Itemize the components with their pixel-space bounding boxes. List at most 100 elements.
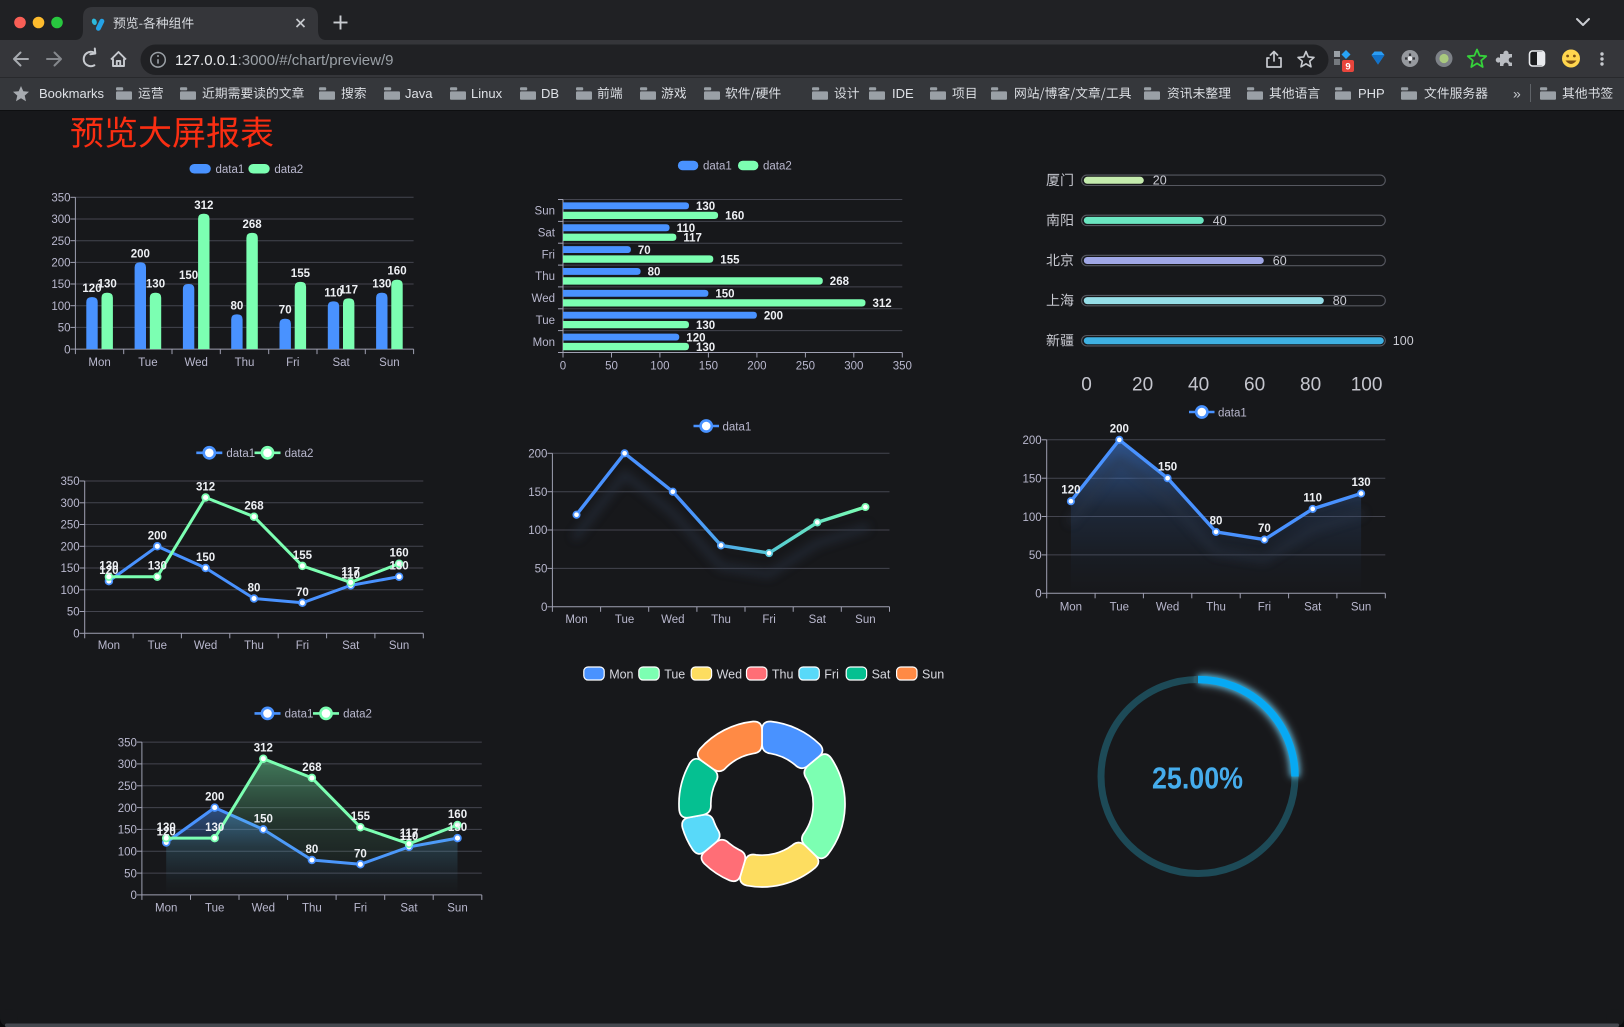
svg-text:100: 100 <box>118 846 137 858</box>
svg-text:350: 350 <box>118 737 137 749</box>
svg-text:250: 250 <box>51 236 70 248</box>
svg-text:70: 70 <box>279 305 292 317</box>
svg-text:0: 0 <box>1081 375 1092 396</box>
svg-text:Tue: Tue <box>1110 602 1129 614</box>
svg-text:150: 150 <box>51 279 70 291</box>
svg-text:0: 0 <box>560 361 566 373</box>
svg-text:155: 155 <box>720 254 740 266</box>
svg-text:data1: data1 <box>1218 407 1247 419</box>
svg-text:100: 100 <box>528 525 547 537</box>
svg-text:350: 350 <box>61 476 80 488</box>
svg-text:Mon: Mon <box>609 667 633 681</box>
svg-text:Mon: Mon <box>88 357 110 369</box>
svg-text:120: 120 <box>686 332 705 344</box>
svg-text:9: 9 <box>1345 62 1350 73</box>
svg-text:Wed: Wed <box>661 614 684 626</box>
svg-text:160: 160 <box>387 266 406 278</box>
svg-text:312: 312 <box>873 298 892 310</box>
svg-text:DB: DB <box>541 86 559 101</box>
svg-text:110: 110 <box>341 569 360 581</box>
svg-text:200: 200 <box>1110 423 1129 435</box>
svg-text:100: 100 <box>650 361 669 373</box>
svg-text:160: 160 <box>390 548 409 560</box>
svg-text:25.00%: 25.00% <box>1152 762 1243 796</box>
svg-text:»: » <box>1513 86 1521 102</box>
svg-text:40: 40 <box>1188 375 1209 396</box>
svg-text:0: 0 <box>64 344 70 356</box>
svg-text:100: 100 <box>51 301 70 313</box>
svg-text:Sat: Sat <box>342 640 360 652</box>
svg-text:0: 0 <box>73 629 79 641</box>
svg-text:Thu: Thu <box>772 667 794 681</box>
svg-text:160: 160 <box>448 809 467 821</box>
svg-text:200: 200 <box>205 792 224 804</box>
svg-text:127.0.0.1:3000/#/chart/preview: 127.0.0.1:3000/#/chart/preview/9 <box>175 52 394 69</box>
svg-text:200: 200 <box>61 542 80 554</box>
svg-text:100: 100 <box>61 585 80 597</box>
svg-text:200: 200 <box>1023 435 1042 447</box>
svg-text:Mon: Mon <box>155 902 177 914</box>
svg-text:Sat: Sat <box>400 902 418 914</box>
svg-text:150: 150 <box>1158 462 1177 474</box>
svg-text:150: 150 <box>179 270 198 282</box>
svg-text:20: 20 <box>1132 375 1153 396</box>
svg-text:Sun: Sun <box>1351 602 1371 614</box>
svg-text:data2: data2 <box>343 709 372 721</box>
svg-text:100: 100 <box>1351 375 1383 396</box>
svg-text:80: 80 <box>231 300 244 312</box>
svg-text:268: 268 <box>302 762 322 774</box>
svg-text:Thu: Thu <box>711 614 731 626</box>
svg-text:20: 20 <box>1153 174 1167 188</box>
svg-text:50: 50 <box>67 607 80 619</box>
svg-text:110: 110 <box>400 831 419 843</box>
svg-text:268: 268 <box>243 219 263 231</box>
svg-text:200: 200 <box>118 803 137 815</box>
svg-text:Thu: Thu <box>244 640 264 652</box>
svg-text:150: 150 <box>118 825 137 837</box>
svg-text:350: 350 <box>893 361 912 373</box>
svg-text:Sat: Sat <box>538 228 556 240</box>
svg-text:Mon: Mon <box>98 640 120 652</box>
svg-text:Sun: Sun <box>447 902 467 914</box>
svg-text:Wed: Wed <box>194 640 217 652</box>
svg-text:150: 150 <box>715 289 734 301</box>
svg-text:130: 130 <box>205 822 224 834</box>
svg-text:50: 50 <box>58 323 71 335</box>
svg-text:Bookmarks: Bookmarks <box>39 86 105 101</box>
svg-text:data1: data1 <box>723 421 752 433</box>
svg-text:Thu: Thu <box>302 902 322 914</box>
svg-text:130: 130 <box>99 561 118 573</box>
svg-text:Fri: Fri <box>354 902 367 914</box>
svg-text:150: 150 <box>61 563 80 575</box>
svg-text:Mon: Mon <box>565 614 587 626</box>
svg-text:Sat: Sat <box>809 614 827 626</box>
svg-text:268: 268 <box>830 276 850 288</box>
svg-text:117: 117 <box>683 233 702 245</box>
svg-text:110: 110 <box>324 287 343 299</box>
svg-text:130: 130 <box>696 320 715 332</box>
svg-text:IDE: IDE <box>892 86 914 101</box>
svg-text:150: 150 <box>1023 473 1042 485</box>
svg-text:Wed: Wed <box>184 357 207 369</box>
svg-text:Mon: Mon <box>1060 602 1082 614</box>
svg-text:Fri: Fri <box>296 640 309 652</box>
svg-text:Sun: Sun <box>389 640 409 652</box>
svg-text:300: 300 <box>118 759 137 771</box>
svg-text:250: 250 <box>796 361 815 373</box>
svg-text:100: 100 <box>1023 512 1042 524</box>
svg-text:117: 117 <box>400 828 419 840</box>
svg-text:200: 200 <box>148 530 167 542</box>
svg-text:130: 130 <box>696 201 715 213</box>
svg-text:80: 80 <box>1300 375 1321 396</box>
svg-text:120: 120 <box>82 283 101 295</box>
svg-text:250: 250 <box>118 781 137 793</box>
svg-text:data1: data1 <box>226 448 255 460</box>
svg-text:Thu: Thu <box>1206 602 1226 614</box>
svg-text:Sun: Sun <box>535 206 555 218</box>
svg-text:70: 70 <box>296 587 309 599</box>
svg-text:80: 80 <box>1333 294 1347 308</box>
svg-text:Sun: Sun <box>922 667 944 681</box>
svg-text:312: 312 <box>194 200 213 212</box>
svg-text:130: 130 <box>1352 477 1371 489</box>
svg-text:350: 350 <box>51 193 70 205</box>
